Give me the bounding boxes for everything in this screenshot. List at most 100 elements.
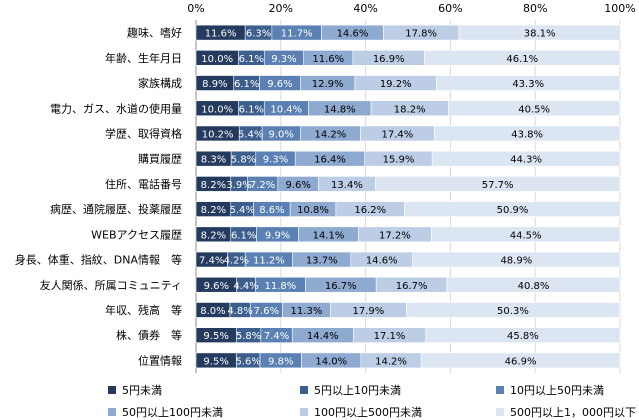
legend-label: 10円以上50円未満: [510, 384, 604, 397]
data-label: 40.5%: [518, 104, 550, 115]
data-label: 7.4%: [199, 256, 224, 267]
x-tick-label: 40%: [353, 2, 377, 15]
category-label: 株、債券 等: [116, 328, 182, 342]
data-label: 16.4%: [314, 155, 346, 166]
data-label: 4.8%: [227, 306, 252, 317]
data-label: 16.9%: [373, 54, 405, 65]
legend-item: 50円以上100円未満: [108, 404, 223, 420]
data-label: 17.4%: [382, 129, 414, 140]
data-label: 7.2%: [250, 180, 275, 191]
bar-segment: [431, 150, 621, 167]
data-label: 5.4%: [238, 129, 263, 140]
data-label: 8.3%: [201, 155, 226, 166]
data-labels: 11.6% 6.3% 11.7% 14.6% 17.8% 38.1% 10.0% 6.1% 9.…: [199, 29, 556, 368]
data-label: 11.7%: [281, 29, 313, 40]
data-label: 9.5%: [203, 331, 228, 342]
bar-segment: [447, 100, 621, 117]
legend-item: 5円以上10円未満: [300, 382, 401, 398]
data-label: 7.6%: [254, 306, 279, 317]
data-label: 8.2%: [201, 180, 226, 191]
data-label: 11.3%: [291, 306, 323, 317]
bar-segment: [458, 24, 621, 41]
data-label: 14.6%: [337, 29, 369, 40]
data-label: 19.2%: [380, 79, 412, 90]
category-label: 家族構成: [138, 76, 182, 90]
data-label: 43.3%: [512, 79, 544, 90]
data-label: 14.6%: [366, 256, 398, 267]
data-label: 14.0%: [315, 356, 347, 367]
data-label: 7.4%: [264, 331, 289, 342]
data-label: 13.4%: [331, 180, 363, 191]
data-label: 6.1%: [239, 104, 264, 115]
data-label: 4.4%: [233, 281, 258, 292]
bar-segment: [420, 352, 621, 369]
data-label: 6.3%: [246, 29, 271, 40]
data-label: 17.2%: [379, 230, 411, 241]
data-label: 50.9%: [497, 205, 529, 216]
data-label: 10.4%: [270, 104, 302, 115]
x-tick-label: 80%: [523, 2, 547, 15]
data-label: 14.8%: [324, 104, 356, 115]
category-label: 身長、体重、指紋、DNA情報 等: [15, 253, 182, 267]
data-label: 10.0%: [201, 104, 233, 115]
x-axis-ticks: 0% 20% 40% 60% 80% 100%: [187, 2, 635, 15]
bar-segment: [412, 251, 621, 268]
data-label: 8.0%: [200, 306, 225, 317]
data-label: 17.1%: [374, 331, 406, 342]
data-label: 57.7%: [482, 180, 514, 191]
bar-segment: [431, 226, 621, 243]
data-label: 5.8%: [231, 155, 256, 166]
data-label: 9.9%: [265, 230, 290, 241]
data-label: 14.2%: [375, 356, 407, 367]
bar-segment: [436, 75, 621, 91]
data-label: 16.7%: [325, 281, 357, 292]
bar-segments: [195, 24, 621, 369]
data-label: 9.3%: [263, 155, 288, 166]
data-label: 12.9%: [312, 79, 344, 90]
legend-swatch: [108, 408, 116, 416]
data-label: 9.3%: [271, 54, 296, 65]
data-label: 14.2%: [315, 129, 347, 140]
data-label: 5.6%: [235, 356, 260, 367]
legend: 5円未満 5円以上10円未満 10円以上50円未満 50円以上100円未満 100円以上…: [0, 378, 639, 420]
data-label: 15.9%: [383, 155, 415, 166]
legend-item: 10円以上50円未満: [496, 382, 604, 398]
data-label: 9.6%: [285, 180, 310, 191]
legend-swatch: [300, 386, 308, 394]
data-label: 6.1%: [239, 54, 264, 65]
legend-swatch: [108, 386, 116, 394]
category-label: 位置情報: [138, 353, 182, 367]
data-label: 10.8%: [297, 205, 329, 216]
data-label: 46.9%: [505, 356, 537, 367]
data-label: 48.9%: [500, 256, 532, 267]
data-label: 50.3%: [497, 306, 529, 317]
data-label: 9.8%: [268, 356, 293, 367]
data-label: 3.9%: [226, 180, 251, 191]
legend-item: 100円以上500円未満: [300, 404, 422, 420]
data-label: 17.8%: [405, 29, 437, 40]
category-label: 購買履歴: [138, 152, 182, 166]
data-label: 8.2%: [201, 205, 226, 216]
data-label: 40.8%: [518, 281, 550, 292]
data-label: 46.1%: [506, 54, 538, 65]
data-label: 9.0%: [269, 129, 294, 140]
data-label: 43.8%: [511, 129, 543, 140]
data-label: 16.7%: [396, 281, 428, 292]
legend-swatch: [300, 408, 308, 416]
data-label: 14.4%: [307, 331, 339, 342]
gridlines: [195, 20, 621, 373]
data-label: 9.5%: [203, 356, 228, 367]
data-label: 10.2%: [202, 129, 234, 140]
data-label: 38.1%: [524, 29, 556, 40]
bar-segment: [375, 176, 621, 192]
data-label: 44.5%: [510, 230, 542, 241]
data-label: 44.3%: [510, 155, 542, 166]
data-label: 45.8%: [507, 331, 539, 342]
data-label: 11.6%: [312, 54, 344, 65]
x-tick-label: 100%: [604, 2, 635, 15]
data-label: 17.9%: [352, 306, 384, 317]
data-label: 8.2%: [201, 230, 226, 241]
category-labels: 趣味、嗜好年齢、生年月日家族構成電力、ガス、水道の使用量学歴、取得資格購買履歴住…: [15, 26, 182, 368]
legend-swatch: [496, 386, 504, 394]
stacked-bar-chart: 0% 20% 40% 60% 80% 100% 趣味、嗜好年齢、生年月日家族構成電力、ガス…: [15, 2, 636, 373]
